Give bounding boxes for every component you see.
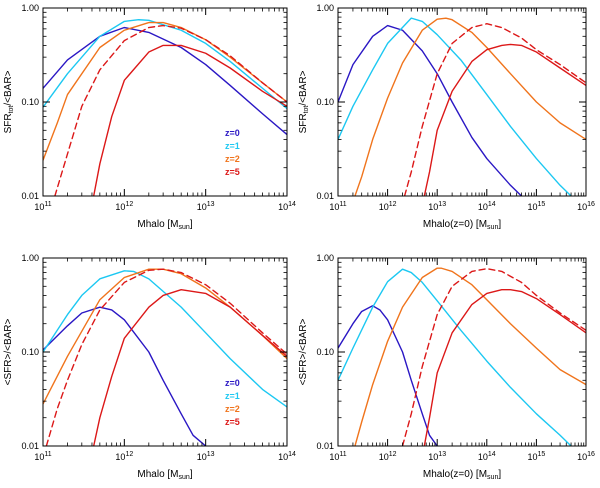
y-tick-label: 0.10 bbox=[316, 97, 334, 107]
series-line-z2 bbox=[354, 267, 586, 446]
series-line-z5-dashed bbox=[403, 23, 586, 196]
x-tick-label: 1011 bbox=[329, 451, 346, 462]
series-line-z5-dashed bbox=[54, 24, 287, 196]
plot-frame bbox=[42, 257, 288, 447]
x-tick-label: 1013 bbox=[197, 201, 215, 212]
x-tick-label: 1012 bbox=[379, 201, 397, 212]
x-tick-label: 1013 bbox=[428, 451, 446, 462]
series-line-z5 bbox=[92, 289, 287, 446]
chart-panel-top-left: 1011 1012 1013 1014 0.01 0.10 1.00 Mhalo [Msun]… bbox=[3, 3, 296, 231]
x-tick-label: 1011 bbox=[34, 451, 51, 462]
x-tick-label: 1012 bbox=[379, 451, 397, 462]
chart-panel-bottom-right: 1011 1012 1013 1014 1015 1016 0.01 0.10 1.00 Mhal… bbox=[298, 253, 595, 481]
series-line-z1 bbox=[338, 268, 572, 446]
x-tick-label: 1014 bbox=[278, 201, 296, 212]
legend-entry: z=2 bbox=[225, 154, 240, 164]
series-line-z5 bbox=[423, 43, 586, 196]
y-tick-label: 1.00 bbox=[21, 253, 39, 263]
x-axis-label: Mhalo [Msun] bbox=[137, 219, 192, 231]
chart-panel-top-right: 1011 1012 1013 1014 1015 1016 0.01 0.10 1.00 Mhal… bbox=[298, 3, 595, 231]
x-tick-label: 1015 bbox=[527, 201, 545, 212]
x-tick-label: 1012 bbox=[115, 201, 133, 212]
chart-panel-bottom-left: 1011 1012 1013 1014 0.01 0.10 1.00 Mhalo [Msun]… bbox=[3, 253, 296, 481]
legend-entry: z=0 bbox=[225, 378, 240, 388]
series-line-z5-dashed bbox=[401, 267, 586, 446]
series-line-z1 bbox=[43, 19, 287, 110]
series-line-z0 bbox=[43, 306, 207, 446]
x-axis-label: Mhalo(z=0) [Msun] bbox=[423, 469, 501, 481]
legend-entry: z=5 bbox=[225, 167, 240, 177]
y-axis-label: SFRtot/<BAR> bbox=[298, 70, 310, 133]
legend-entry: z=1 bbox=[225, 141, 240, 151]
y-tick-label: 0.10 bbox=[21, 347, 39, 357]
y-tick-label: 0.01 bbox=[21, 441, 39, 451]
y-tick-label: 0.01 bbox=[316, 441, 334, 451]
y-tick-label: 0.10 bbox=[21, 97, 39, 107]
series-line-z0 bbox=[338, 305, 438, 446]
series-line-z5 bbox=[92, 44, 287, 196]
x-axis-label: Mhalo [Msun] bbox=[137, 469, 192, 481]
x-tick-label: 1014 bbox=[278, 451, 296, 462]
legend-entry: z=0 bbox=[225, 128, 240, 138]
x-tick-label: 1016 bbox=[577, 201, 595, 212]
plot-frame bbox=[337, 257, 587, 447]
x-tick-label: 1013 bbox=[428, 201, 446, 212]
series-line-z2 bbox=[43, 21, 287, 161]
plot-frame bbox=[42, 7, 288, 197]
series-line-z5 bbox=[423, 289, 586, 446]
y-tick-label: 1.00 bbox=[316, 253, 334, 263]
x-axis-label: Mhalo(z=0) [Msun] bbox=[423, 219, 501, 231]
y-axis-label: <SFR>/<BAR> bbox=[3, 318, 14, 385]
x-tick-label: 1014 bbox=[478, 451, 496, 462]
series-line-z5-dashed bbox=[45, 268, 287, 446]
series-line-z1 bbox=[43, 270, 287, 408]
series-line-z0 bbox=[43, 26, 287, 136]
y-tick-label: 1.00 bbox=[316, 3, 334, 13]
x-tick-label: 1016 bbox=[577, 451, 595, 462]
x-tick-label: 1015 bbox=[527, 451, 545, 462]
legend-entry: z=1 bbox=[225, 391, 240, 401]
x-tick-label: 1014 bbox=[478, 201, 496, 212]
y-tick-label: 0.10 bbox=[316, 347, 334, 357]
legend-entry: z=5 bbox=[225, 417, 240, 427]
series-line-z2 bbox=[354, 17, 586, 196]
x-tick-label: 1013 bbox=[197, 451, 215, 462]
series-line-z1 bbox=[338, 17, 572, 196]
x-tick-label: 1011 bbox=[34, 201, 51, 212]
y-tick-label: 0.01 bbox=[316, 191, 334, 201]
y-axis-label: SFRtot/<BAR> bbox=[3, 70, 15, 133]
y-tick-label: 0.01 bbox=[21, 191, 39, 201]
series-line-z0 bbox=[338, 24, 523, 196]
y-axis-label: <SFR>/<BAR> bbox=[298, 318, 309, 385]
y-tick-label: 1.00 bbox=[21, 3, 39, 13]
x-tick-label: 1012 bbox=[115, 451, 133, 462]
legend-entry: z=2 bbox=[225, 404, 240, 414]
x-tick-label: 1011 bbox=[329, 201, 346, 212]
